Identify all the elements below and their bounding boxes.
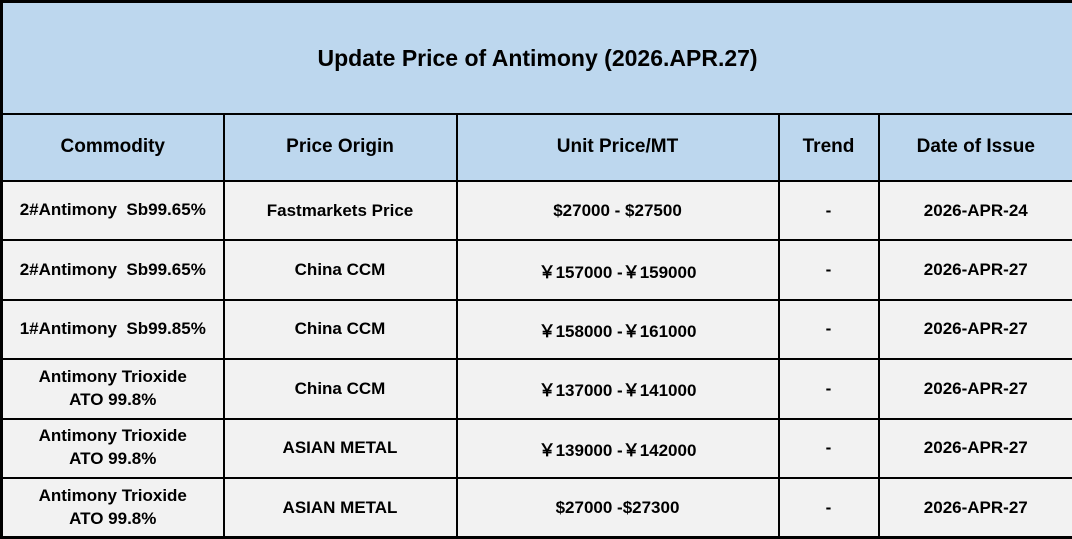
trend-cell: - [777,417,880,480]
table-row: Antimony Trioxide ATO 99.8% China CCM ￥1… [0,358,1072,420]
commodity-cell: Antimony Trioxide ATO 99.8% [0,417,225,480]
trend-cell: - [777,298,880,361]
trend-cell: - [777,358,880,420]
column-header-date-of-issue: Date of Issue [877,113,1072,182]
column-header-commodity: Commodity [0,113,225,182]
table-row: Antimony Trioxide ATO 99.8% ASIAN METAL … [0,417,1072,480]
price-origin-cell: China CCM [222,298,458,361]
trend-cell: - [777,477,880,539]
commodity-cell: 2#Antimony Sb99.65% [0,179,225,242]
price-origin-cell: ASIAN METAL [222,417,458,480]
unit-price-cell: $27000 -$27300 [455,477,780,539]
title-row: Update Price of Antimony (2026.APR.27) [0,0,1072,116]
date-of-issue-cell: 2026-APR-27 [877,417,1072,480]
date-of-issue-cell: 2026-APR-27 [877,358,1072,420]
column-header-unit-price: Unit Price/MT [455,113,780,182]
price-origin-cell: China CCM [222,239,458,301]
page-title: Update Price of Antimony (2026.APR.27) [0,0,1072,116]
table-row: 1#Antimony Sb99.85% China CCM ￥158000 -￥… [0,298,1072,361]
commodity-cell: 1#Antimony Sb99.85% [0,298,225,361]
table-row: 2#Antimony Sb99.65% Fastmarkets Price $2… [0,179,1072,242]
commodity-cell: Antimony Trioxide ATO 99.8% [0,477,225,539]
trend-cell: - [777,239,880,301]
price-origin-cell: Fastmarkets Price [222,179,458,242]
unit-price-cell: $27000 - $27500 [455,179,780,242]
unit-price-cell: ￥158000 -￥161000 [455,298,780,361]
column-header-price-origin: Price Origin [222,113,458,182]
price-origin-cell: ASIAN METAL [222,477,458,539]
trend-cell: - [777,179,880,242]
date-of-issue-cell: 2026-APR-27 [877,298,1072,361]
unit-price-cell: ￥139000 -￥142000 [455,417,780,480]
table-header-row: Commodity Price Origin Unit Price/MT Tre… [0,113,1072,182]
table-row: 2#Antimony Sb99.65% China CCM ￥157000 -￥… [0,239,1072,301]
column-header-trend: Trend [777,113,880,182]
date-of-issue-cell: 2026-APR-24 [877,179,1072,242]
commodity-cell: Antimony Trioxide ATO 99.8% [0,358,225,420]
commodity-cell: 2#Antimony Sb99.65% [0,239,225,301]
date-of-issue-cell: 2026-APR-27 [877,239,1072,301]
unit-price-cell: ￥157000 -￥159000 [455,239,780,301]
table-row: Antimony Trioxide ATO 99.8% ASIAN METAL … [0,477,1072,539]
price-origin-cell: China CCM [222,358,458,420]
date-of-issue-cell: 2026-APR-27 [877,477,1072,539]
unit-price-cell: ￥137000 -￥141000 [455,358,780,420]
